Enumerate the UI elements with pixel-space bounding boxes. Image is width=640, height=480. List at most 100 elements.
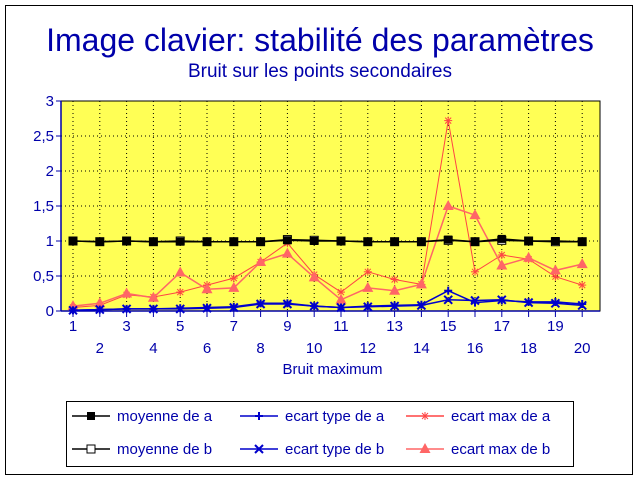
x-tick-label: 7	[230, 318, 238, 335]
data-point	[362, 281, 374, 292]
series-layer	[67, 116, 588, 316]
data-point	[443, 295, 453, 305]
data-point	[308, 271, 320, 282]
data-point	[469, 209, 481, 220]
y-tick-label: 3	[46, 93, 54, 110]
y-tick-label: 1,5	[33, 198, 54, 215]
data-point	[363, 237, 372, 246]
data-point	[550, 298, 561, 309]
data-point	[174, 266, 186, 277]
data-point	[442, 200, 454, 210]
data-point	[444, 235, 453, 244]
legend-swatch	[72, 412, 110, 420]
legend-label: moyenne de a	[117, 407, 213, 425]
x-tick-label: 19	[547, 318, 564, 335]
data-point	[68, 305, 78, 316]
x-tick-label: 1	[69, 318, 77, 335]
data-point	[470, 295, 480, 306]
y-tick-label: 0	[46, 303, 54, 320]
data-point	[417, 237, 426, 246]
data-point	[256, 237, 265, 246]
legend-swatch	[240, 412, 278, 420]
series-line	[72, 238, 583, 243]
legend-marker	[86, 444, 96, 454]
x-tick-label: 8	[256, 340, 264, 357]
data-point	[444, 286, 453, 295]
legend-item: moyenne de b	[71, 438, 212, 460]
data-point	[578, 281, 587, 290]
legend-marker	[255, 412, 263, 420]
data-point	[497, 251, 506, 259]
data-point	[497, 295, 507, 305]
x-tick-label: 13	[386, 318, 403, 335]
gridlines	[61, 100, 600, 312]
data-point	[416, 300, 427, 311]
x-tick-label: 6	[203, 340, 211, 357]
series-ecart-type-de-b	[68, 295, 587, 316]
legend-swatch	[240, 444, 278, 454]
data-point	[309, 301, 319, 311]
x-tick-label: 9	[283, 318, 291, 335]
data-point	[229, 302, 239, 313]
legend-label: ecart type de a	[285, 407, 385, 425]
data-point	[337, 237, 345, 245]
data-point	[389, 284, 401, 295]
data-point	[471, 237, 479, 246]
legend-marker	[421, 412, 429, 420]
data-point	[255, 256, 267, 266]
data-point	[577, 300, 587, 311]
data-point	[551, 237, 560, 245]
data-point	[94, 297, 106, 308]
x-tick-label: 20	[574, 340, 591, 357]
data-point	[415, 278, 427, 289]
data-point	[176, 288, 185, 297]
y-tick-label: 2,5	[33, 128, 54, 145]
data-point	[523, 251, 535, 262]
x-tick-label: 3	[122, 318, 130, 335]
data-point	[524, 237, 533, 245]
x-tick-label: 10	[306, 340, 323, 357]
data-point	[201, 283, 213, 294]
y-tick-label: 1	[46, 233, 54, 250]
plot-area	[61, 101, 600, 311]
legend-item: ecart type de b	[239, 438, 384, 460]
x-tick-label: 14	[413, 340, 430, 357]
data-point	[175, 304, 185, 314]
legend-marker	[419, 443, 431, 453]
data-point	[335, 293, 347, 304]
series-moyenne-de-a	[69, 234, 587, 246]
data-point	[229, 274, 238, 283]
data-point	[202, 303, 212, 313]
data-point	[281, 247, 293, 258]
data-point	[336, 302, 346, 313]
data-point	[95, 304, 105, 315]
data-point	[148, 304, 159, 314]
legend-swatch	[72, 444, 110, 454]
legend-item: moyenne de a	[71, 405, 212, 427]
x-tick-label: 5	[176, 318, 184, 335]
data-point	[523, 297, 534, 308]
data-point	[497, 234, 506, 243]
data-point	[363, 302, 373, 312]
legend-marker	[87, 412, 95, 420]
data-point	[122, 237, 131, 245]
data-point	[176, 237, 185, 246]
chart-title: Image clavier: stabilité des paramètres	[46, 22, 594, 58]
data-point	[389, 301, 400, 311]
legend-swatch	[406, 443, 444, 453]
data-point	[444, 116, 453, 125]
data-point	[390, 275, 399, 284]
tick-labels: 00,511,522,53123456789101112131415161718…	[33, 93, 590, 357]
series-line	[72, 205, 583, 307]
y-tick-label: 0,5	[33, 268, 54, 285]
data-point	[282, 299, 293, 309]
legend-marker	[254, 444, 264, 454]
chart-subtitle: Bruit sur les points secondaires	[187, 61, 452, 82]
data-point	[95, 237, 104, 246]
data-point	[147, 291, 159, 302]
legend-label: ecart type de b	[285, 440, 385, 458]
legend-label: moyenne de b	[117, 440, 213, 458]
series-ecart-max-de-b	[67, 200, 588, 311]
x-tick-label: 4	[149, 340, 157, 357]
y-tick-label: 2	[46, 163, 54, 180]
